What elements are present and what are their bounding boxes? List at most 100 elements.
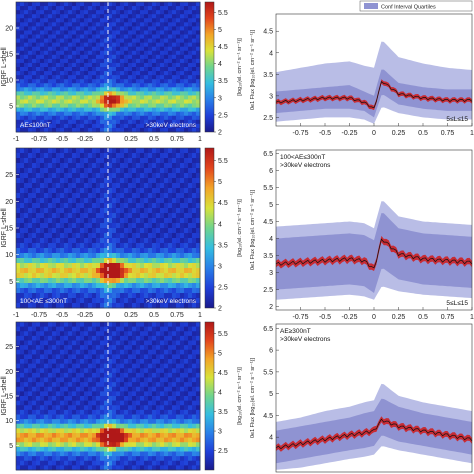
heatmap-cell — [156, 446, 161, 452]
heatmap-cell — [136, 79, 141, 84]
heatmap-cell — [128, 6, 133, 11]
heatmap-cell — [28, 183, 33, 189]
heatmap-cell — [56, 22, 61, 27]
heatmap-cell — [128, 303, 133, 309]
heatmap-cell — [116, 38, 121, 44]
heatmap-cell — [156, 26, 161, 31]
heatmap-cell — [120, 18, 125, 23]
heatmap-cell — [88, 111, 93, 117]
heatmap-cell — [184, 26, 189, 31]
heatmap-cell — [64, 119, 69, 125]
heatmap-cell — [116, 198, 121, 204]
heatmap-cell — [56, 428, 61, 434]
heatmap-cell — [40, 188, 45, 194]
heatmap-cell — [156, 345, 161, 351]
heatmap-cell — [112, 400, 117, 406]
heatmap-cell — [76, 419, 81, 425]
heatmap-cell — [188, 168, 193, 174]
heatmap-cell — [36, 10, 41, 15]
heatmap-cell — [56, 442, 61, 448]
heatmap-cell — [156, 87, 161, 92]
heatmap-cell — [48, 268, 53, 274]
heatmap-cell — [116, 67, 121, 72]
heatmap-cell — [20, 22, 25, 27]
heatmap-cell — [172, 99, 177, 104]
heatmap-cell — [76, 103, 81, 109]
heatmap-cell — [84, 253, 89, 259]
heatmap-cell — [36, 258, 41, 264]
heatmap-cell — [156, 10, 161, 15]
heatmap-cell — [156, 30, 161, 35]
heatmap-cell — [124, 228, 129, 234]
flux-panel: 22.533.544.555.566.5-0.75 -0.5 -0.25 0 0.25 0… — [250, 149, 474, 321]
heatmap-cell — [48, 278, 53, 284]
heatmap-cell — [136, 345, 141, 351]
heatmap-cell — [156, 46, 161, 52]
heatmap-cell — [136, 303, 141, 309]
heatmap-cell — [112, 451, 117, 457]
heatmap-cell — [24, 50, 29, 56]
heatmap-cell — [84, 419, 89, 425]
heatmap-cell — [104, 414, 109, 420]
heatmap-cell — [32, 326, 37, 332]
heatmap-cell — [140, 173, 145, 179]
heatmap-cell — [160, 359, 165, 365]
heatmap-cell — [52, 349, 57, 355]
heatmap-cell — [180, 465, 185, 471]
heatmap-cell — [188, 349, 193, 355]
heatmap-cell — [48, 58, 53, 64]
heatmap-cell — [148, 158, 153, 164]
heatmap-cell — [164, 233, 169, 239]
heatmap-cell — [20, 111, 25, 117]
heatmap-cell — [52, 203, 57, 209]
heatmap-cell — [40, 268, 45, 274]
heatmap-cell — [80, 382, 85, 388]
heatmap-cell — [116, 335, 121, 341]
heatmap-cell — [180, 14, 185, 19]
heatmap-cell — [72, 42, 77, 48]
heatmap-cell — [24, 38, 29, 44]
heatmap-cell — [196, 173, 201, 179]
heatmap-cell — [24, 22, 29, 27]
heatmap-cell — [76, 303, 81, 309]
heatmap-cell — [148, 405, 153, 411]
heatmap-cell — [176, 178, 181, 184]
heatmap-cell — [104, 91, 109, 96]
flux-panels: 2.533.544.5-0.75 -0.5 -0.25 0 0.25 0.5 0.75 10e… — [250, 13, 474, 473]
heatmap-cell — [196, 238, 201, 244]
heatmap-cell — [136, 414, 141, 420]
heatmap-cell — [160, 228, 165, 234]
heatmap-cell — [168, 233, 173, 239]
heatmap-cell — [72, 95, 77, 100]
heatmap-cell — [152, 153, 157, 159]
heatmap-cell — [40, 103, 45, 109]
heatmap-cell — [192, 148, 197, 154]
heatmap-cell — [88, 14, 93, 19]
heatmap-cell — [132, 2, 137, 7]
heatmap-cell — [16, 377, 21, 383]
heatmap-cell — [32, 193, 37, 199]
heatmap-cell — [144, 253, 149, 259]
heatmap-cell — [152, 183, 157, 189]
heatmap-cell — [124, 42, 129, 48]
heatmap-cell — [196, 87, 201, 92]
heatmap-cell — [96, 54, 101, 60]
heatmap-cell — [148, 303, 153, 309]
heatmap-cell — [116, 345, 121, 351]
heatmap-cell — [84, 460, 89, 466]
heatmap-cell — [64, 54, 69, 60]
heatmap-cell — [116, 359, 121, 365]
heatmap-cell — [84, 34, 89, 39]
heatmap-cell — [124, 258, 129, 264]
heatmap-cell — [140, 414, 145, 420]
heatmap-cell — [92, 67, 97, 72]
heatmap-cell — [160, 460, 165, 466]
heatmap-cell — [180, 446, 185, 452]
heatmap-cell — [36, 437, 41, 443]
heatmap-cell — [56, 437, 61, 443]
heatmap-cell — [40, 46, 45, 52]
heatmap-cell — [88, 10, 93, 15]
heatmap-cell — [192, 218, 197, 224]
heatmap-cell — [116, 6, 121, 11]
heatmap-cell — [40, 2, 45, 7]
